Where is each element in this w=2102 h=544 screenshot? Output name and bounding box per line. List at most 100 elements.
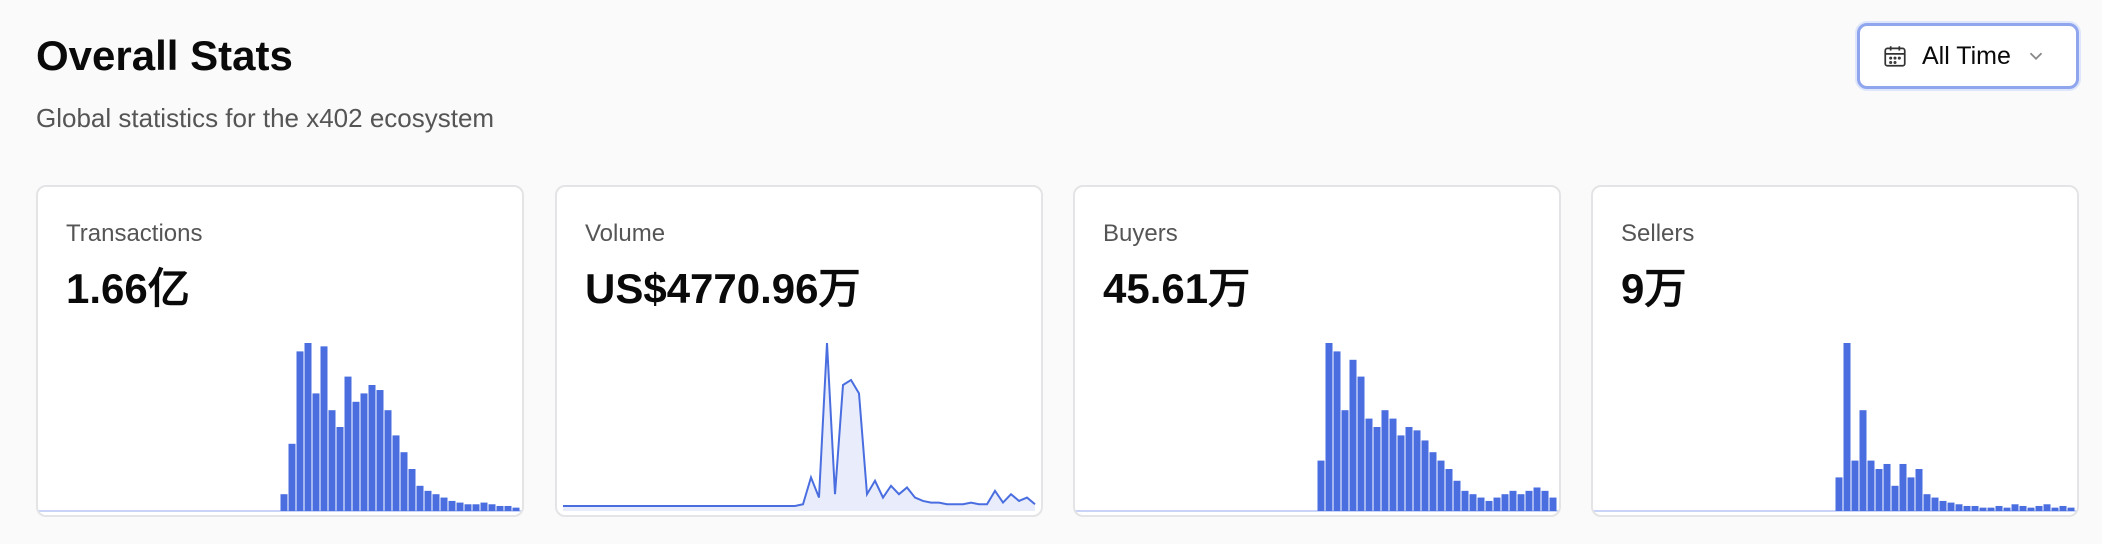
bar [1533,487,1541,511]
bar [2035,505,2043,511]
bar [432,494,440,511]
stat-card: Sellers 9万 [1591,185,2079,517]
bar [392,435,400,511]
bar [2067,507,2075,511]
bar [2011,504,2019,511]
bar [1851,460,1859,511]
bar [1461,490,1469,511]
bar [1477,497,1485,511]
bar [1429,452,1437,511]
sparkline [38,343,522,512]
bar [1421,440,1429,511]
bar [1349,359,1357,511]
bar [1373,427,1381,511]
bar [488,504,496,511]
bar [1397,435,1405,511]
bar [2003,507,2011,511]
bar [448,500,456,511]
bar [312,393,320,511]
bar [1325,343,1333,511]
stat-value: 1.66亿 [66,265,190,312]
sparkline [1593,343,2077,512]
bar [1405,427,1413,511]
bar [2051,507,2059,511]
stat-label: Volume [585,220,666,247]
bar [2059,505,2067,511]
bar [1493,497,1501,511]
bar [1333,351,1341,511]
bar [440,497,448,511]
bar [1525,490,1533,511]
bar [1979,507,1987,511]
bar [1891,485,1899,511]
bar [1437,460,1445,511]
bar [1915,469,1923,511]
bar [1907,477,1915,511]
bar [464,504,472,511]
bar [1469,494,1477,511]
bar [344,376,352,511]
bar [480,502,488,511]
page-subtitle: Global statistics for the x402 ecosystem [36,103,495,133]
bar [1389,418,1397,511]
bar [368,385,376,511]
bar [512,507,520,511]
sparkline [1075,343,1559,512]
bar [352,401,360,511]
bar [304,343,312,511]
stat-value: US$4770.96万 [585,265,861,312]
bar [1317,460,1325,511]
bar [1541,490,1549,511]
bar [1341,410,1349,511]
bar [2027,507,2035,511]
bar [1939,500,1947,511]
bar [1357,376,1365,511]
bar [456,502,464,511]
bar [384,410,392,511]
bar [1955,504,1963,511]
stat-card: Transactions 1.66亿 [36,185,524,517]
bar [504,505,512,511]
bar [288,443,296,511]
bar [1923,494,1931,511]
bar [408,469,416,511]
bar [1971,505,1979,511]
bar [1485,500,1493,511]
bar [1867,460,1875,511]
sparkline [563,342,1036,511]
stat-label: Buyers [1103,220,1178,247]
stat-value: 45.61万 [1103,265,1251,312]
time-filter[interactable]: All Time [1857,23,2079,89]
bar [416,485,424,511]
bar [280,494,288,511]
bar [400,452,408,511]
stat-label: Sellers [1621,220,1695,247]
bar [1883,463,1891,511]
area [563,343,1035,511]
bar [328,410,336,511]
filter-label: All Time [1922,41,2011,70]
bar [1445,469,1453,511]
bar [1501,494,1509,511]
bar [1947,502,1955,511]
bar [1931,497,1939,511]
bar [1987,507,1995,511]
bar [1549,497,1557,511]
bar [296,351,304,511]
bar [2019,505,2027,511]
bar [2043,504,2051,511]
bar [360,393,368,511]
chevron-down [2029,52,2043,61]
line [563,342,1036,507]
bar [1413,430,1421,511]
bar [1453,480,1461,511]
bar [320,346,328,511]
bar [1517,494,1525,511]
bar [1963,505,1971,511]
bar [1365,418,1373,511]
bar [1843,343,1851,511]
bar [1899,463,1907,511]
bar [472,504,480,511]
bar [1509,490,1517,511]
